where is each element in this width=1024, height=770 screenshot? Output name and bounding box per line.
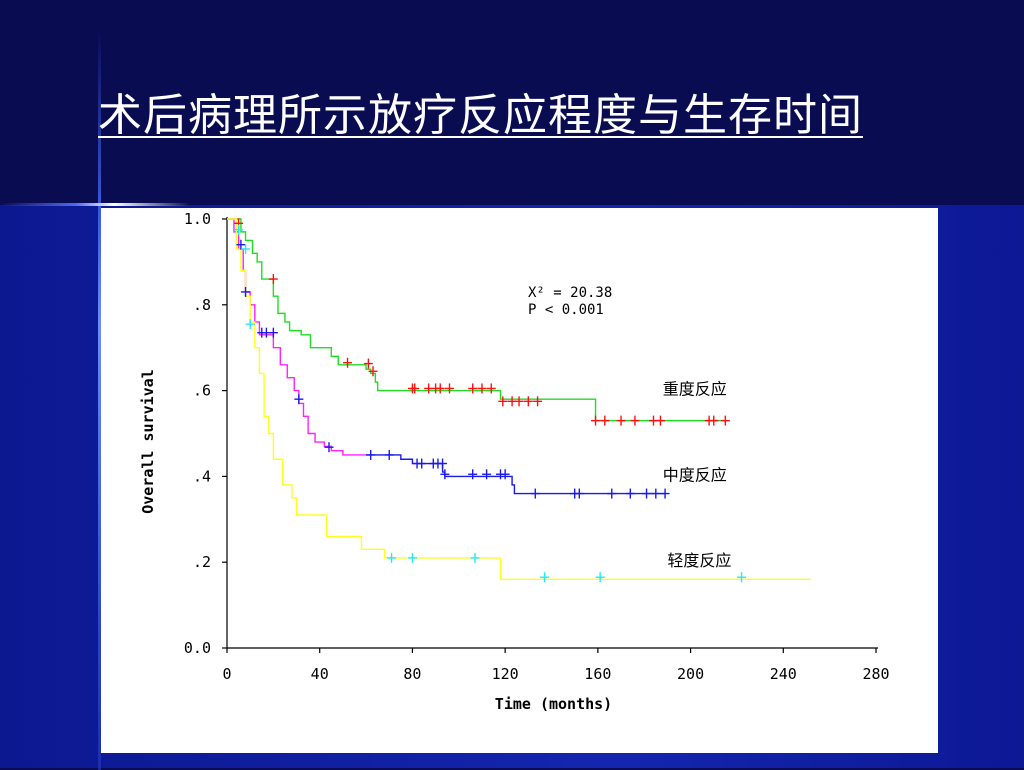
series-label-2: 轻度反应 <box>667 551 731 570</box>
censor-mark <box>607 488 617 499</box>
censor-mark <box>482 469 492 480</box>
censor-mark <box>435 383 445 394</box>
censor-mark <box>445 383 455 394</box>
censor-mark <box>268 274 278 285</box>
censor-mark <box>523 396 533 407</box>
curve-series-1 <box>227 218 367 456</box>
censor-mark <box>470 552 480 563</box>
censor-mark <box>236 239 246 250</box>
censor-mark <box>660 488 670 499</box>
censor-mark <box>630 415 640 426</box>
censor-mark <box>720 415 730 426</box>
censor-mark <box>477 383 487 394</box>
x-tick-label: 80 <box>403 665 421 683</box>
slide-title: 术后病理所示放疗反应程度与生存时间 <box>98 90 863 141</box>
censor-marks <box>234 218 747 583</box>
censor-mark <box>468 383 478 394</box>
curve-series-1-tail <box>366 454 666 495</box>
censor-mark <box>530 488 540 499</box>
y-axis-title: Overall survival <box>139 369 157 514</box>
censor-mark <box>616 415 626 426</box>
stat-p-value: P < 0.001 <box>528 302 604 318</box>
censor-mark <box>324 442 334 453</box>
x-tick-label: 240 <box>770 665 797 683</box>
y-tick-label: .4 <box>193 467 211 485</box>
chart-labels: Time (months) Overall survival X² = 20.38P… <box>139 285 731 713</box>
y-tick-label: 0.0 <box>184 639 211 657</box>
censor-mark <box>655 415 665 426</box>
censor-mark <box>387 552 397 563</box>
censor-mark <box>410 383 420 394</box>
censor-mark <box>709 415 719 426</box>
survival-chart: 0 40 80 120 160 200 240 280 0.0 .2 .4 .6 .8 1.0 Time … <box>139 210 890 713</box>
chart-axes: 0 40 80 120 160 200 240 280 0.0 .2 .4 .6 .8 1.0 <box>184 210 890 683</box>
curve-series-2 <box>227 218 812 581</box>
x-tick-label: 160 <box>584 665 611 683</box>
censor-mark <box>486 383 496 394</box>
censor-mark <box>540 572 550 583</box>
censor-mark <box>514 396 524 407</box>
y-tick-label: .8 <box>193 296 211 314</box>
x-tick-label: 280 <box>862 665 889 683</box>
censor-mark <box>651 488 661 499</box>
censor-mark <box>498 396 508 407</box>
horizontal-accent-line <box>0 203 190 206</box>
chart-panel: 0 40 80 120 160 200 240 280 0.0 .2 .4 .6 .8 1.0 Time … <box>101 208 938 753</box>
censor-mark <box>595 572 605 583</box>
x-axis-title: Time (months) <box>495 695 612 713</box>
censor-mark <box>363 358 373 369</box>
censor-mark <box>500 469 510 480</box>
curve-series-0 <box>227 218 726 422</box>
censor-mark <box>440 469 450 480</box>
y-tick-label: .2 <box>193 553 211 571</box>
censor-mark <box>384 449 394 460</box>
series-label-1: 中度反应 <box>663 465 727 484</box>
y-tick-label: 1.0 <box>184 210 211 228</box>
censor-mark <box>533 396 543 407</box>
censor-mark <box>625 488 635 499</box>
x-tick-label: 40 <box>311 665 329 683</box>
censor-mark <box>366 449 376 460</box>
censor-mark <box>642 488 652 499</box>
y-tick-label: .6 <box>193 382 211 400</box>
x-tick-label: 0 <box>222 665 231 683</box>
censor-mark <box>343 357 353 368</box>
censor-mark <box>245 319 255 330</box>
title-band <box>0 0 1024 205</box>
censor-mark <box>438 458 448 469</box>
stat-chi-square: X² = 20.38 <box>528 285 612 301</box>
series-label-0: 重度反应 <box>663 380 727 399</box>
censor-mark <box>600 415 610 426</box>
censor-mark <box>737 572 747 583</box>
vertical-accent-line <box>98 30 101 770</box>
censor-mark <box>241 286 251 297</box>
censor-mark <box>407 552 417 563</box>
x-tick-label: 120 <box>492 665 519 683</box>
censor-mark <box>468 469 478 480</box>
survival-curves <box>227 218 812 581</box>
x-tick-label: 200 <box>677 665 704 683</box>
censor-mark <box>294 394 304 405</box>
censor-mark <box>417 458 427 469</box>
censor-mark <box>241 244 251 255</box>
censor-mark <box>234 224 244 235</box>
censor-mark <box>574 488 584 499</box>
censor-mark <box>591 415 601 426</box>
censor-mark <box>268 327 278 338</box>
censor-mark <box>368 366 378 377</box>
